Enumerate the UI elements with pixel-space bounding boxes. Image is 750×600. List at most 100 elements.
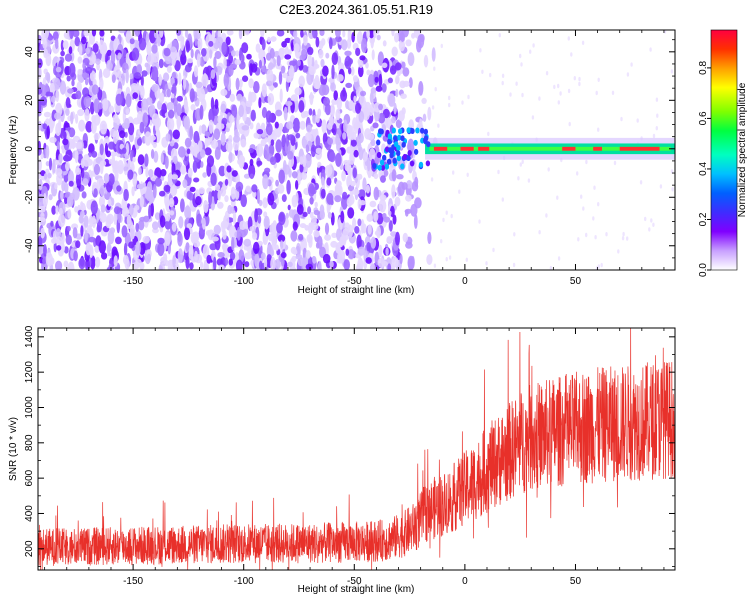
noise-speck bbox=[328, 37, 333, 50]
noise-speck bbox=[208, 119, 214, 134]
noise-speck bbox=[240, 138, 247, 148]
x-tick-label: -150 bbox=[123, 576, 143, 587]
noise-speck bbox=[481, 69, 484, 75]
noise-speck bbox=[374, 230, 380, 236]
noise-speck bbox=[394, 196, 401, 207]
noise-speck bbox=[285, 75, 292, 83]
noise-speck bbox=[228, 115, 235, 123]
noise-speck bbox=[302, 211, 308, 217]
noise-speck bbox=[68, 62, 76, 78]
carrier-onset-blob bbox=[391, 127, 396, 134]
noise-speck bbox=[313, 230, 320, 238]
noise-speck bbox=[93, 163, 101, 176]
noise-speck bbox=[373, 173, 379, 180]
noise-speck bbox=[200, 124, 207, 135]
y-tick-label: 200 bbox=[24, 540, 35, 557]
noise-speck bbox=[217, 201, 224, 209]
noise-speck bbox=[466, 172, 469, 177]
noise-speck bbox=[115, 93, 123, 106]
noise-speck bbox=[270, 139, 275, 146]
noise-speck bbox=[39, 217, 46, 223]
colorbar-gradient bbox=[710, 29, 738, 271]
noise-speck bbox=[670, 169, 674, 174]
noise-speck bbox=[110, 151, 118, 157]
noise-speck bbox=[217, 123, 225, 130]
carrier-onset-blob bbox=[378, 128, 383, 135]
noise-speck bbox=[229, 251, 236, 261]
noise-speck bbox=[636, 118, 639, 123]
noise-speck bbox=[109, 128, 118, 138]
noise-speck bbox=[378, 112, 386, 124]
noise-speck bbox=[131, 186, 135, 197]
noise-speck bbox=[597, 264, 600, 269]
noise-speck bbox=[166, 212, 171, 222]
noise-speck bbox=[256, 143, 264, 157]
noise-speck bbox=[265, 110, 272, 123]
noise-speck bbox=[382, 212, 387, 219]
x-tick-label: -50 bbox=[347, 276, 362, 287]
noise-speck bbox=[111, 74, 116, 83]
noise-speck bbox=[99, 212, 107, 223]
noise-speck bbox=[450, 213, 453, 219]
noise-speck bbox=[358, 65, 364, 78]
noise-speck bbox=[317, 260, 322, 270]
noise-speck bbox=[151, 44, 158, 54]
noise-speck bbox=[158, 73, 162, 86]
noise-speck bbox=[178, 146, 186, 158]
noise-speck bbox=[656, 113, 659, 118]
noise-speck bbox=[239, 220, 247, 230]
noise-speck bbox=[344, 222, 351, 232]
carrier-onset-blob bbox=[401, 141, 406, 148]
noise-speck bbox=[83, 215, 89, 228]
noise-speck bbox=[59, 80, 67, 95]
spectrogram-x-label: Height of straight line (km) bbox=[298, 285, 415, 296]
noise-speck bbox=[445, 257, 448, 262]
noise-speck bbox=[240, 194, 247, 208]
noise-speck bbox=[192, 231, 200, 243]
noise-speck bbox=[426, 254, 433, 265]
carrier-onset-blob bbox=[410, 128, 415, 134]
noise-speck bbox=[291, 194, 298, 208]
noise-speck bbox=[89, 70, 96, 82]
noise-speck bbox=[329, 260, 334, 268]
noise-speck bbox=[497, 169, 500, 175]
noise-speck bbox=[225, 140, 233, 153]
snr-y-axis: 200 400 600 800 1000 1200 1400 bbox=[24, 325, 675, 567]
noise-speck bbox=[167, 149, 171, 155]
noise-speck bbox=[185, 255, 190, 270]
noise-speck bbox=[200, 261, 204, 270]
noise-speck bbox=[81, 72, 90, 79]
noise-speck bbox=[328, 116, 334, 127]
noise-speck bbox=[121, 147, 127, 154]
noise-speck bbox=[197, 37, 203, 51]
noise-speck bbox=[40, 227, 45, 239]
noise-speck bbox=[300, 111, 307, 119]
noise-speck bbox=[410, 203, 418, 217]
noise-speck bbox=[217, 252, 225, 258]
noise-speck bbox=[268, 143, 275, 157]
noise-speck bbox=[357, 132, 364, 144]
noise-speck bbox=[54, 183, 58, 190]
noise-speck bbox=[144, 62, 149, 68]
noise-speck bbox=[276, 30, 285, 37]
noise-speck bbox=[671, 187, 674, 192]
noise-speck bbox=[370, 236, 377, 249]
noise-speck bbox=[142, 182, 146, 188]
noise-speck bbox=[238, 104, 244, 118]
noise-speck bbox=[148, 168, 154, 178]
noise-speck bbox=[245, 100, 253, 108]
noise-speck bbox=[224, 178, 229, 186]
noise-speck bbox=[639, 180, 643, 185]
noise-speck bbox=[395, 76, 399, 85]
noise-speck bbox=[479, 48, 482, 53]
noise-speck bbox=[303, 34, 308, 46]
noise-speck bbox=[109, 227, 116, 234]
noise-speck bbox=[260, 30, 265, 38]
noise-speck bbox=[81, 36, 87, 45]
noise-speck bbox=[254, 208, 258, 223]
noise-speck bbox=[74, 149, 79, 164]
noise-speck bbox=[287, 204, 291, 211]
noise-speck bbox=[408, 77, 413, 89]
noise-speck bbox=[261, 65, 266, 73]
noise-speck bbox=[218, 165, 226, 177]
